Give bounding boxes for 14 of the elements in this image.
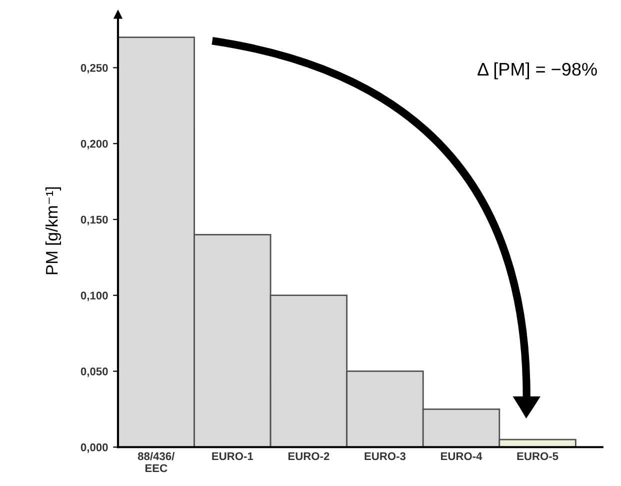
x-tick-label: EURO-4 bbox=[441, 452, 482, 460]
y-tick-label: 0,200 bbox=[80, 140, 108, 150]
y-tick-label: 0,100 bbox=[80, 292, 108, 302]
annotation: Δ [PM] = −98% bbox=[478, 62, 597, 80]
y-axis-title: PM [g/km⁻¹] bbox=[45, 187, 62, 274]
x-tick-label: 88/436/ EEC bbox=[138, 452, 175, 472]
y-tick-label: 0,150 bbox=[80, 216, 108, 226]
x-tick-label: EURO-3 bbox=[364, 452, 406, 460]
x-tick-label: EURO-5 bbox=[517, 452, 558, 460]
y-tick-label: 0,050 bbox=[80, 368, 108, 377]
y-tick-label: 0,250 bbox=[80, 64, 108, 74]
y-tick-label: 0,000 bbox=[80, 443, 108, 453]
x-tick-label: EURO-2 bbox=[288, 452, 330, 460]
x-tick-label: EURO-1 bbox=[212, 452, 254, 460]
